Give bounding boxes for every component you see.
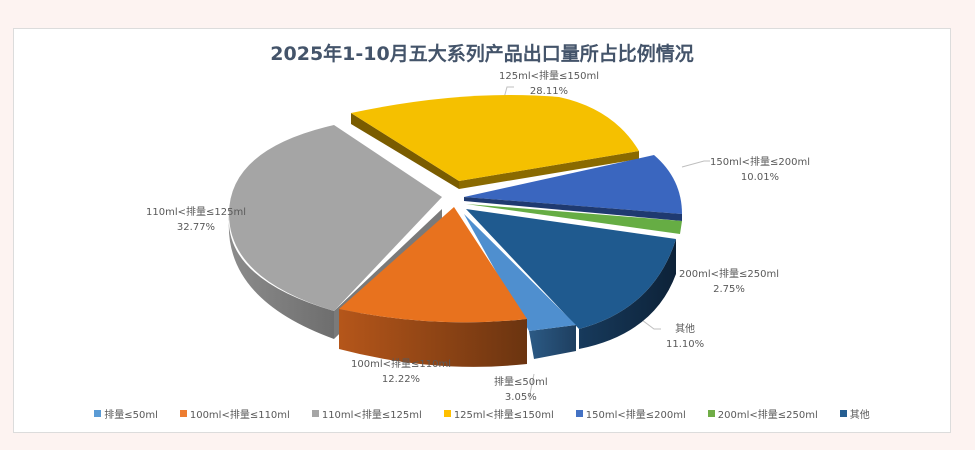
slice-200-250[interactable]	[466, 204, 682, 234]
legend-swatch	[443, 410, 451, 417]
slice-50[interactable]	[464, 214, 576, 331]
legend-swatch	[179, 410, 187, 417]
legend-item[interactable]: 100ml<排量≤110ml	[179, 406, 290, 421]
legend-item[interactable]: 110ml<排量≤125ml	[311, 406, 422, 421]
legend-swatch	[311, 410, 319, 417]
slice-150-200[interactable]	[464, 155, 682, 214]
slice-side-125-150b	[459, 151, 639, 189]
label-100-110: 100ml<排量≤110ml 12.22%	[351, 359, 451, 385]
legend-item[interactable]: 125ml<排量≤150ml	[443, 406, 554, 421]
slice-110-125[interactable]	[229, 125, 442, 311]
legend-swatch	[839, 410, 847, 417]
slice-125-150[interactable]	[351, 95, 639, 181]
legend-item[interactable]: 其他	[839, 406, 870, 421]
legend-item[interactable]: 200ml<排量≤250ml	[707, 406, 818, 421]
label-other: 其他 11.10%	[666, 324, 705, 350]
slice-side-110-125	[228, 214, 334, 339]
legend-swatch	[707, 410, 715, 417]
label-200-250: 200ml<排量≤250ml 2.75%	[679, 269, 779, 295]
label-150-200: 150ml<排量≤200ml 10.01%	[710, 157, 810, 183]
label-110-125: 110ml<排量≤125ml 32.77%	[146, 207, 246, 233]
slice-side-50	[529, 325, 576, 359]
label-125-150: 125ml<排量≤150ml 28.11%	[499, 71, 599, 97]
slice-other[interactable]	[466, 209, 676, 329]
chart-frame: 2025年1-10月五大系列产品出口量所占比例情况	[13, 28, 951, 433]
slice-side-100-110	[339, 309, 527, 367]
label-50: 排量≤50ml 3.05%	[494, 377, 548, 403]
pie-chart	[228, 86, 710, 400]
legend-item[interactable]: 排量≤50ml	[94, 406, 158, 421]
slice-side-other	[579, 239, 676, 349]
chart-title: 2025年1-10月五大系列产品出口量所占比例情况	[270, 43, 694, 65]
slice-side-125-150	[351, 113, 459, 189]
chart-legend: 排量≤50ml 100ml<排量≤110ml 110ml<排量≤125ml 12…	[14, 406, 950, 421]
slice-100-110[interactable]	[339, 207, 527, 323]
legend-item[interactable]: 150ml<排量≤200ml	[575, 406, 686, 421]
slice-side-150-200	[464, 197, 682, 221]
legend-swatch	[575, 410, 583, 417]
legend-swatch	[94, 410, 102, 417]
